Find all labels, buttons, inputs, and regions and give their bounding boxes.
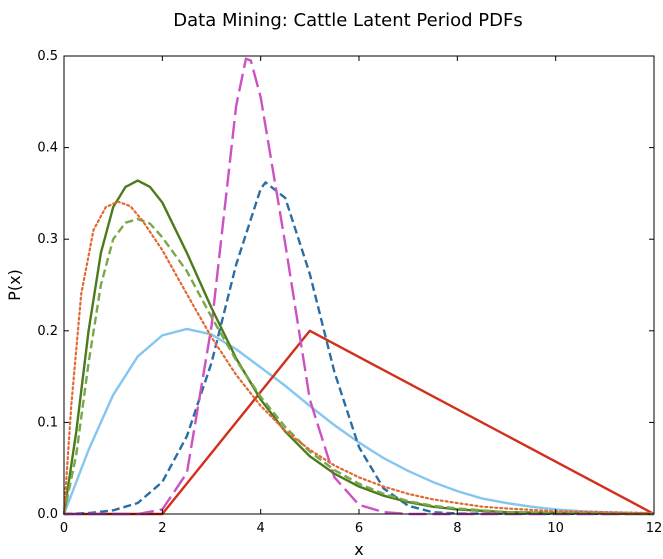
series-layer	[62, 57, 656, 516]
series-line-3	[63, 181, 655, 516]
chart-title: Data Mining: Cattle Latent Period PDFs	[173, 10, 522, 31]
x-axis-label: x	[354, 540, 363, 559]
y-tick-label-3: 0.3	[37, 232, 58, 247]
x-tick-label-1: 2	[158, 521, 166, 536]
y-tick-label-1: 0.1	[37, 415, 58, 430]
x-ticks: 0 2 4 6 8 10 12	[60, 56, 662, 536]
series-line-4	[64, 57, 654, 516]
series-line-5	[62, 179, 655, 516]
x-tick-label-3: 6	[355, 521, 363, 536]
x-tick-label-0: 0	[60, 521, 68, 536]
y-tick-label-2: 0.2	[37, 324, 58, 339]
y-tick-label-4: 0.4	[37, 141, 58, 156]
series-line-6	[62, 217, 655, 516]
y-tick-label-5: 0.5	[37, 49, 58, 64]
series-line-1	[62, 327, 655, 515]
x-tick-label-5: 10	[547, 521, 564, 536]
x-tick-label-4: 8	[453, 521, 461, 536]
x-tick-label-6: 12	[646, 521, 663, 536]
y-axis-label: P(x)	[5, 269, 24, 301]
x-tick-label-2: 4	[257, 521, 265, 536]
y-tick-label-0: 0.0	[37, 507, 58, 522]
y-ticks: 0.0 0.1 0.2 0.3 0.4 0.5	[37, 49, 654, 522]
series-line-7	[62, 200, 656, 516]
